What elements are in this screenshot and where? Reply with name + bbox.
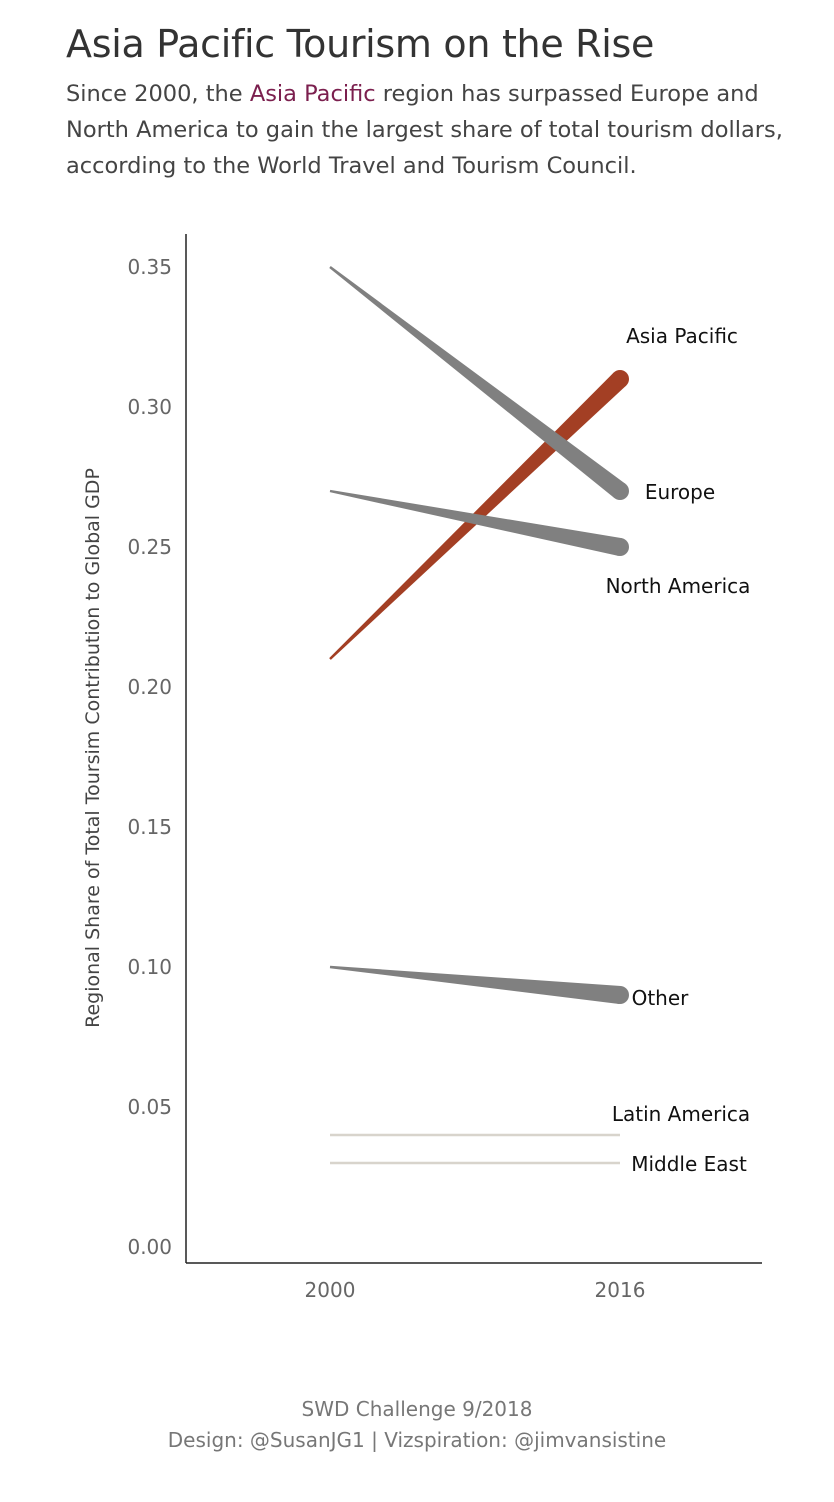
footer-credits: Design: @SusanJG1 | Vizspiration: @jimva…	[167, 1428, 667, 1452]
series-end-europe	[611, 482, 629, 500]
series-label-asia-pacific: Asia Pacific	[626, 324, 738, 348]
series-labels: Asia Pacific Europe North America Other Lati…	[606, 324, 751, 1176]
footer-challenge: SWD Challenge 9/2018	[301, 1397, 533, 1421]
series-label-north-america: North America	[606, 574, 751, 598]
x-tick-label: 2016	[595, 1278, 646, 1302]
subtitle-text-start: Since 2000, the	[66, 81, 250, 107]
series-label-latin-america: Latin America	[612, 1102, 750, 1126]
subtitle-text-end: region has surpassed Europe and North Am…	[66, 81, 783, 179]
series-line-north-america	[329, 489, 622, 556]
y-tick-label: 0.10	[127, 955, 172, 979]
y-tick-label: 0.25	[127, 535, 172, 559]
x-tick-label: 2000	[305, 1278, 356, 1302]
series-lines	[329, 266, 629, 1165]
y-tick-label: 0.15	[127, 815, 172, 839]
subtitle-highlight: Asia Pacific	[249, 81, 376, 107]
slope-chart: 0.00 0.05 0.10 0.15 0.20 0.25 0.30 0.35 Regiona…	[82, 234, 762, 1302]
y-axis-ticks: 0.00 0.05 0.10 0.15 0.20 0.25 0.30 0.35	[127, 255, 172, 1259]
series-label-middle-east: Middle East	[631, 1152, 747, 1176]
y-tick-label: 0.30	[127, 395, 172, 419]
series-label-other: Other	[632, 986, 690, 1010]
series-end-north-america	[611, 538, 629, 556]
series-end-other	[611, 986, 629, 1004]
y-axis-label: Regional Share of Total Toursim Contribu…	[82, 468, 104, 1028]
y-tick-label: 0.05	[127, 1095, 172, 1119]
series-line-europe	[329, 266, 626, 499]
series-label-europe: Europe	[645, 480, 715, 504]
footer: SWD Challenge 9/2018 Design: @SusanJG1 |…	[0, 1394, 834, 1456]
y-tick-label: 0.35	[127, 255, 172, 279]
y-tick-label: 0.00	[127, 1235, 172, 1259]
y-tick-label: 0.20	[127, 675, 172, 699]
x-axis-ticks: 2000 2016	[305, 1278, 646, 1302]
series-line-other	[329, 965, 621, 1004]
chart-title: Asia Pacific Tourism on the Rise	[66, 22, 655, 66]
chart-subtitle: Since 2000, the Asia Pacific region has …	[66, 76, 786, 184]
series-end-asia-pacific	[611, 370, 629, 388]
